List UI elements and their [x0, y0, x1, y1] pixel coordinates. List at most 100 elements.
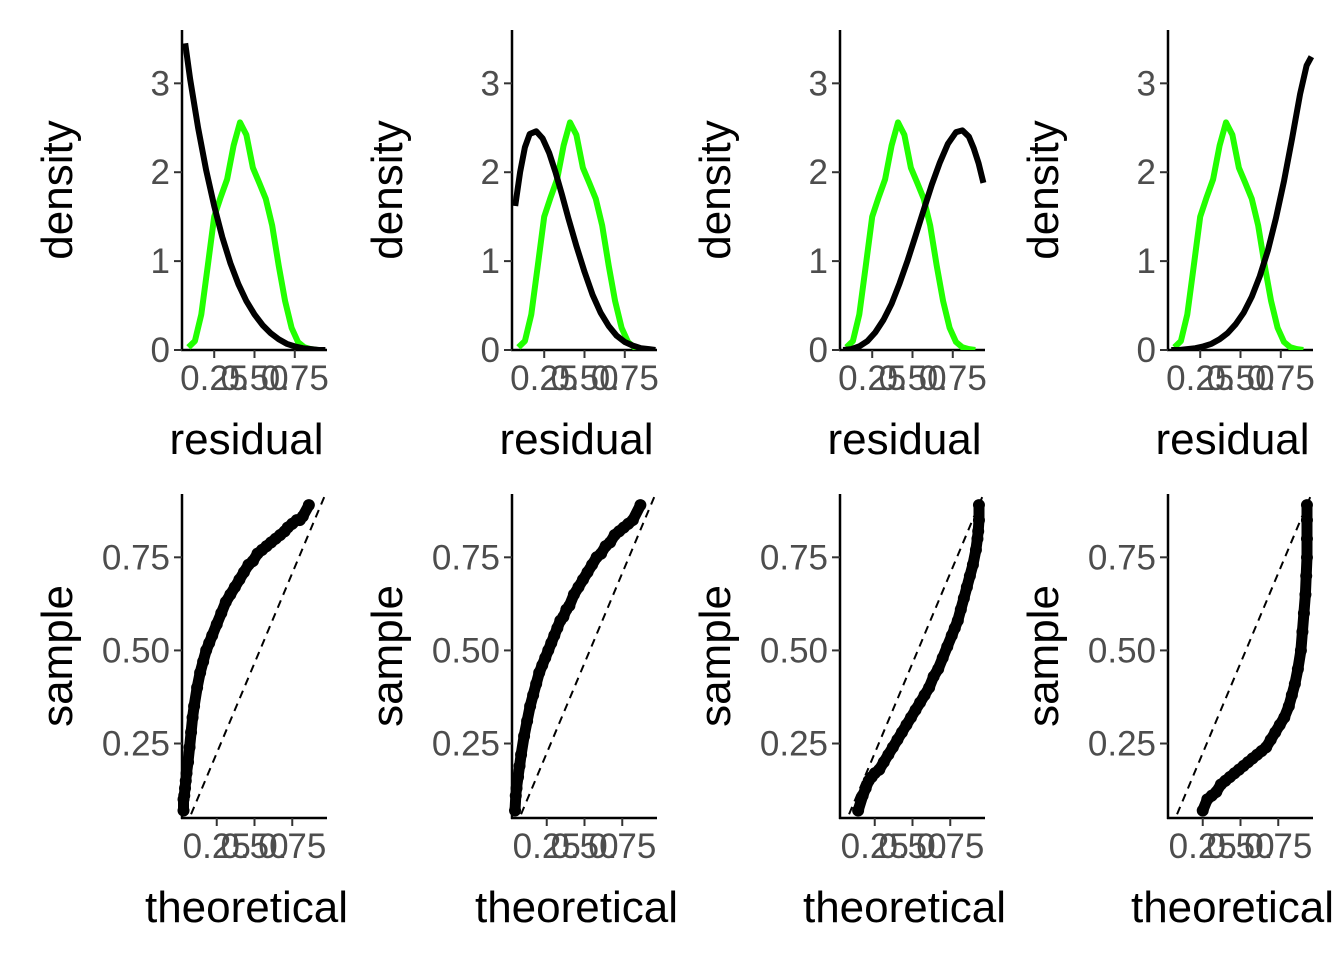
qq-point: [634, 499, 647, 512]
y-axis-title: sample: [33, 585, 82, 727]
plot-area: [1176, 494, 1313, 817]
qq-point: [1299, 588, 1312, 601]
plot-area: [848, 494, 985, 817]
qq-point: [626, 514, 639, 527]
x-tick-label: 0.50: [550, 827, 618, 866]
x-axis-title: theoretical: [475, 883, 678, 932]
qq-point: [966, 558, 979, 571]
panel-density-2: 0 1 2 3 0.250.500.75 residual density: [363, 30, 659, 464]
x-tick-label: 0.50: [550, 359, 618, 398]
x-tick-label: 0.25: [838, 359, 906, 398]
y-tick-label: 0.75: [760, 538, 828, 577]
y-tick-label: 0.25: [760, 725, 828, 764]
qq-point: [302, 499, 315, 512]
x-axis-title: residual: [499, 415, 653, 464]
x-tick-label: 0.75: [258, 827, 326, 866]
x-tick-label: 0.50: [878, 359, 946, 398]
x-tick-label: 0.50: [220, 359, 288, 398]
y-tick-label: 0.25: [1088, 725, 1156, 764]
y-tick-label: 0.75: [1088, 538, 1156, 577]
qq-point: [1285, 689, 1298, 702]
x-tick-label: 0.25: [841, 827, 909, 866]
x-tick-label: 0.75: [591, 359, 659, 398]
empirical-density-line: [516, 119, 648, 350]
y-tick-label: 2: [1137, 153, 1156, 192]
qq-point: [1196, 804, 1209, 817]
x-tick-label: 0.25: [183, 827, 251, 866]
qq-point: [177, 804, 190, 817]
y-tick-label: 0.25: [432, 725, 500, 764]
qq-point: [972, 514, 985, 527]
panel-qq-2: 0.250.500.750.250.500.75theoreticalsampl…: [363, 494, 678, 932]
y-tick-label: 0: [151, 331, 170, 370]
x-tick-label: 0.50: [878, 827, 946, 866]
y-tick-label: 0.50: [102, 631, 170, 670]
qq-point: [518, 730, 531, 743]
qq-point: [1282, 700, 1295, 713]
qq-point: [1300, 499, 1313, 512]
plot-area: [509, 494, 657, 817]
qq-point: [197, 655, 210, 668]
qq-point: [182, 756, 195, 769]
y-tick-label: 0.50: [1088, 631, 1156, 670]
panel-density-3: 0 1 2 3 0.250.500.75 residual density: [691, 30, 987, 464]
reference-density-line: [842, 127, 987, 350]
qq-point: [941, 640, 954, 653]
qq-point: [1300, 551, 1313, 564]
qq-point: [951, 614, 964, 627]
y-axis-title: density: [691, 120, 740, 259]
x-tick-label: 0.25: [1166, 359, 1234, 398]
qq-point: [194, 666, 207, 679]
qq-point: [960, 581, 973, 594]
y-tick-label: 0.50: [760, 631, 828, 670]
qq-point-band: [1197, 499, 1313, 817]
qq-point: [957, 592, 970, 605]
reference-density-line: [182, 42, 326, 350]
qq-point: [515, 748, 528, 761]
y-tick-label: 2: [809, 153, 828, 192]
qq-point: [972, 499, 985, 512]
qq-point: [852, 804, 865, 817]
x-axis-title: residual: [1155, 415, 1309, 464]
plot-area: [182, 42, 326, 350]
qq-point: [923, 681, 936, 694]
qq-point: [1300, 569, 1313, 582]
x-tick-label: 0.25: [510, 359, 578, 398]
plot-area: [512, 119, 656, 350]
panel-density-1: 0 1 2 3 0.250.500.75 residual density: [33, 30, 329, 464]
x-tick-label: 0.75: [588, 827, 656, 866]
qq-point: [936, 651, 949, 664]
y-axis-title: sample: [691, 585, 740, 727]
qq-point: [510, 782, 523, 795]
plot-area: [842, 119, 987, 350]
qq-point: [206, 629, 219, 642]
qq-point: [563, 599, 576, 612]
qq-point-band: [509, 499, 646, 817]
y-tick-label: 1: [1137, 242, 1156, 281]
y-tick-label: 0.25: [102, 725, 170, 764]
y-tick-label: 2: [151, 153, 170, 192]
y-axis-title: sample: [363, 585, 412, 727]
qq-point: [963, 569, 976, 582]
x-tick-label: 0.25: [180, 359, 248, 398]
plot-area: [1171, 55, 1315, 350]
panel-qq-4: 0.250.500.750.250.500.75theoreticalsampl…: [1019, 494, 1334, 932]
qq-point: [509, 804, 522, 817]
panel-qq-1: 0.250.500.750.250.500.75theoreticalsampl…: [33, 494, 348, 932]
y-tick-label: 0.75: [432, 538, 500, 577]
y-tick-label: 0: [809, 331, 828, 370]
reference-line: [848, 494, 985, 815]
x-tick-label: 0.75: [261, 359, 329, 398]
x-axis-title: theoretical: [1131, 883, 1334, 932]
x-tick-label: 0.75: [1247, 359, 1315, 398]
qq-point: [972, 525, 985, 538]
qq-point: [1300, 532, 1313, 545]
qq-point: [1296, 625, 1309, 638]
y-tick-label: 0.50: [432, 631, 500, 670]
qq-point: [527, 689, 540, 702]
empirical-density-line: [1172, 119, 1304, 350]
x-tick-label: 0.75: [916, 827, 984, 866]
qq-point: [210, 618, 223, 631]
qq-point: [932, 663, 945, 676]
